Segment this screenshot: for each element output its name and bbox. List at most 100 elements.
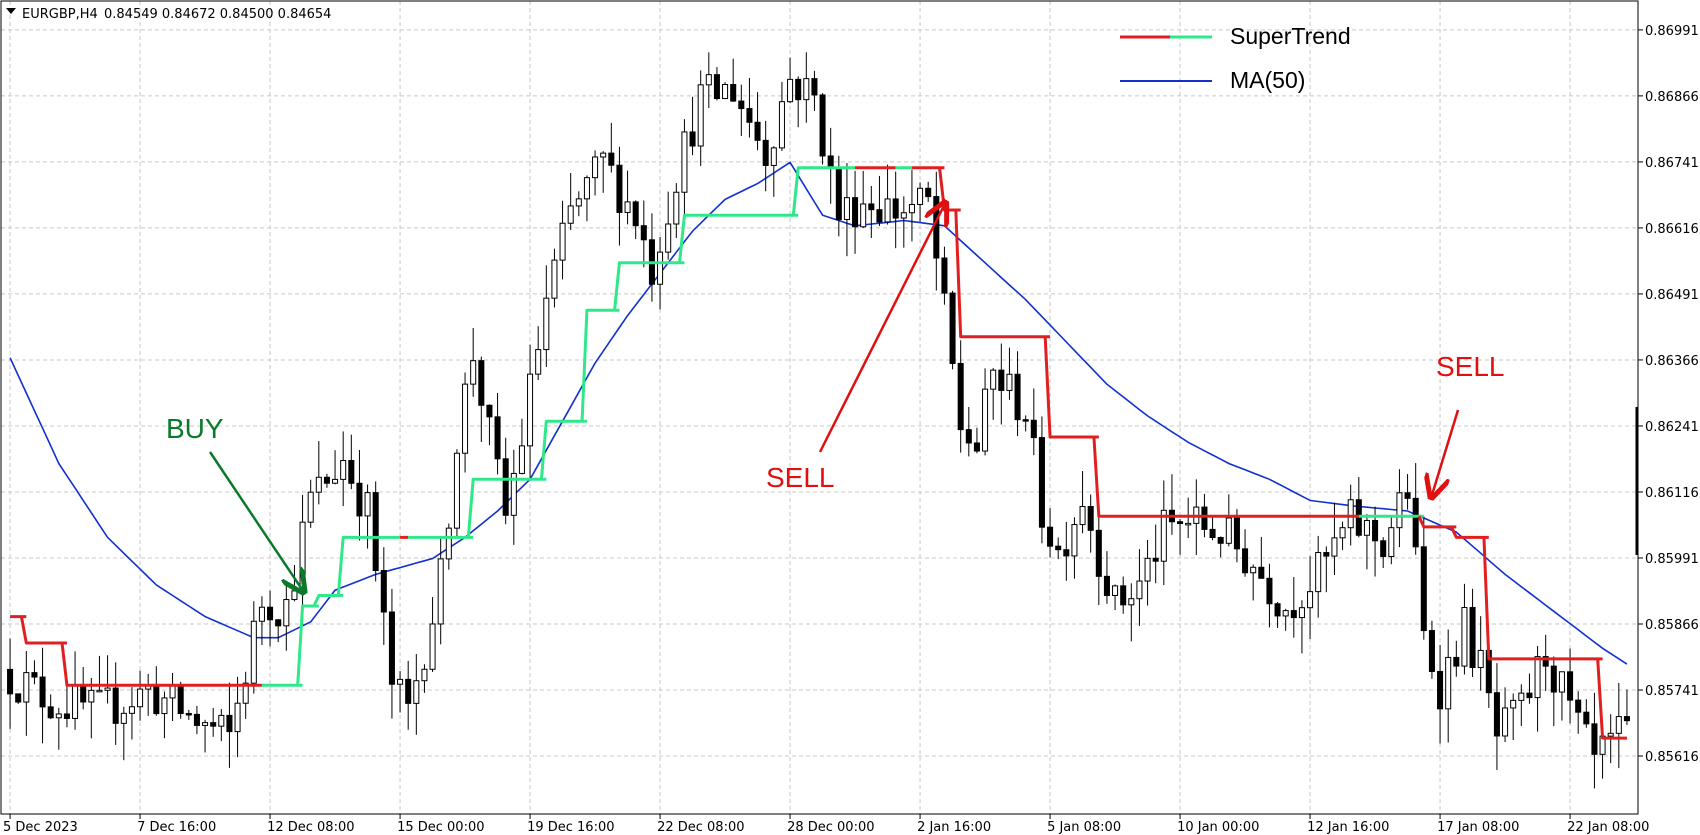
candle-bear	[1014, 373, 1021, 421]
candle-bull	[307, 491, 314, 523]
candle-bull	[1298, 607, 1305, 619]
dropdown-triangle-icon[interactable]	[6, 8, 16, 14]
candle-bull	[242, 682, 249, 704]
candle-bear	[1469, 607, 1476, 669]
supertrend-segment-up	[678, 213, 799, 263]
candle-bear	[738, 100, 745, 110]
candle-bear	[1242, 548, 1249, 574]
supertrend-segment-up	[296, 604, 319, 686]
candle-bear	[1428, 630, 1435, 672]
candle-bull	[1331, 537, 1338, 557]
candle-bear	[1575, 699, 1582, 713]
candle-bull	[1502, 707, 1509, 737]
supertrend-segment-down	[1092, 436, 1359, 518]
candle-bear	[193, 713, 200, 726]
candle-bull	[462, 383, 469, 454]
supertrend-layer	[10, 166, 1627, 740]
candle-bear	[941, 257, 948, 294]
x-tick-label: 10 Jan 00:00	[1177, 820, 1259, 835]
candle-bull	[1225, 517, 1232, 544]
supertrend-segment-up	[336, 535, 401, 596]
supertrend-segment-down	[954, 209, 1051, 339]
candle-bear	[892, 198, 899, 219]
candle-bull	[1185, 522, 1192, 526]
supertrend-segment-down	[1043, 336, 1099, 439]
candle-bear	[1030, 419, 1037, 439]
candles	[7, 52, 1630, 789]
candle-bear	[1266, 577, 1273, 605]
candle-bear	[1591, 723, 1598, 755]
candle-bull	[250, 620, 257, 684]
legend: SuperTrend MA(50)	[1120, 23, 1351, 93]
candle-bear	[827, 155, 834, 168]
y-axis: 0.86991 0.86866 0.86741 0.86616 0.86491 0.863…	[1638, 24, 1699, 765]
sell-arrow	[818, 205, 944, 453]
candle-bull	[1160, 509, 1167, 562]
candle-bull	[120, 712, 127, 724]
candle-bull	[884, 198, 891, 223]
candle-bear	[973, 442, 980, 452]
candle-bear	[754, 121, 761, 141]
candle-bull	[299, 521, 306, 592]
candle-bear	[372, 492, 379, 572]
candle-bear	[876, 209, 883, 223]
candle-bull	[1461, 607, 1468, 667]
candle-bull	[917, 187, 924, 205]
candle-bear	[868, 203, 875, 211]
candle-bull	[1339, 527, 1346, 539]
x-tick-label: 17 Jan 08:00	[1437, 820, 1519, 835]
x-tick-label: 12 Jan 16:00	[1307, 820, 1389, 835]
sell-arrow	[1432, 409, 1460, 495]
candle-bull	[23, 672, 30, 703]
candle-bear	[1258, 566, 1265, 579]
candle-bull	[413, 680, 420, 704]
candle-bear	[965, 429, 972, 444]
candle-bear	[1047, 526, 1054, 547]
x-tick-label: 22 Jan 08:00	[1567, 820, 1649, 835]
chart-header: EURGBP,H4 0.84549 0.84672 0.84500 0.8465…	[6, 7, 331, 22]
candle-bull	[1282, 610, 1289, 617]
candle-bull	[908, 203, 915, 214]
candle-bull	[518, 445, 525, 474]
candle-bear	[762, 139, 769, 166]
candle-bull	[982, 388, 989, 452]
candle-bear	[1095, 529, 1102, 577]
candle-bear	[323, 476, 330, 484]
candle-bull	[453, 452, 460, 529]
candle-bear	[486, 404, 493, 418]
candle-bull	[137, 688, 144, 708]
candle-bull	[1363, 519, 1370, 536]
candle-bull	[1136, 580, 1143, 600]
candle-bull	[1518, 692, 1525, 701]
candle-bear	[1372, 519, 1379, 542]
candle-bull	[1071, 524, 1078, 557]
candle-bull	[673, 191, 680, 225]
candle-bear	[185, 712, 192, 716]
candle-bear	[795, 78, 802, 101]
candle-bull	[437, 558, 444, 625]
candle-bull	[1510, 699, 1517, 709]
candle-bull	[218, 714, 225, 727]
candle-bull	[397, 678, 404, 685]
buy-arrow	[208, 451, 303, 590]
candle-bear	[177, 684, 184, 714]
supertrend-segment-down	[1482, 537, 1571, 661]
candle-bull	[787, 78, 794, 103]
supertrend-segment-up	[466, 477, 547, 538]
candle-bull	[1347, 499, 1354, 529]
supertrend-segment-down	[1596, 658, 1627, 740]
supertrend-segment-down	[1450, 526, 1489, 539]
candle-bear	[275, 619, 282, 627]
candle-bear	[1583, 711, 1590, 725]
candle-bull	[1315, 552, 1322, 593]
candle-bull	[1445, 656, 1452, 710]
candle-bull	[990, 369, 997, 390]
candle-bull	[96, 689, 103, 693]
candle-bull	[234, 702, 241, 733]
x-tick-label: 2 Jan 16:00	[917, 820, 991, 835]
candle-bull	[803, 78, 810, 101]
candle-bear	[1323, 552, 1330, 557]
candle-bear	[31, 672, 38, 678]
candle-bear	[1550, 665, 1557, 693]
candle-bull	[55, 713, 62, 719]
